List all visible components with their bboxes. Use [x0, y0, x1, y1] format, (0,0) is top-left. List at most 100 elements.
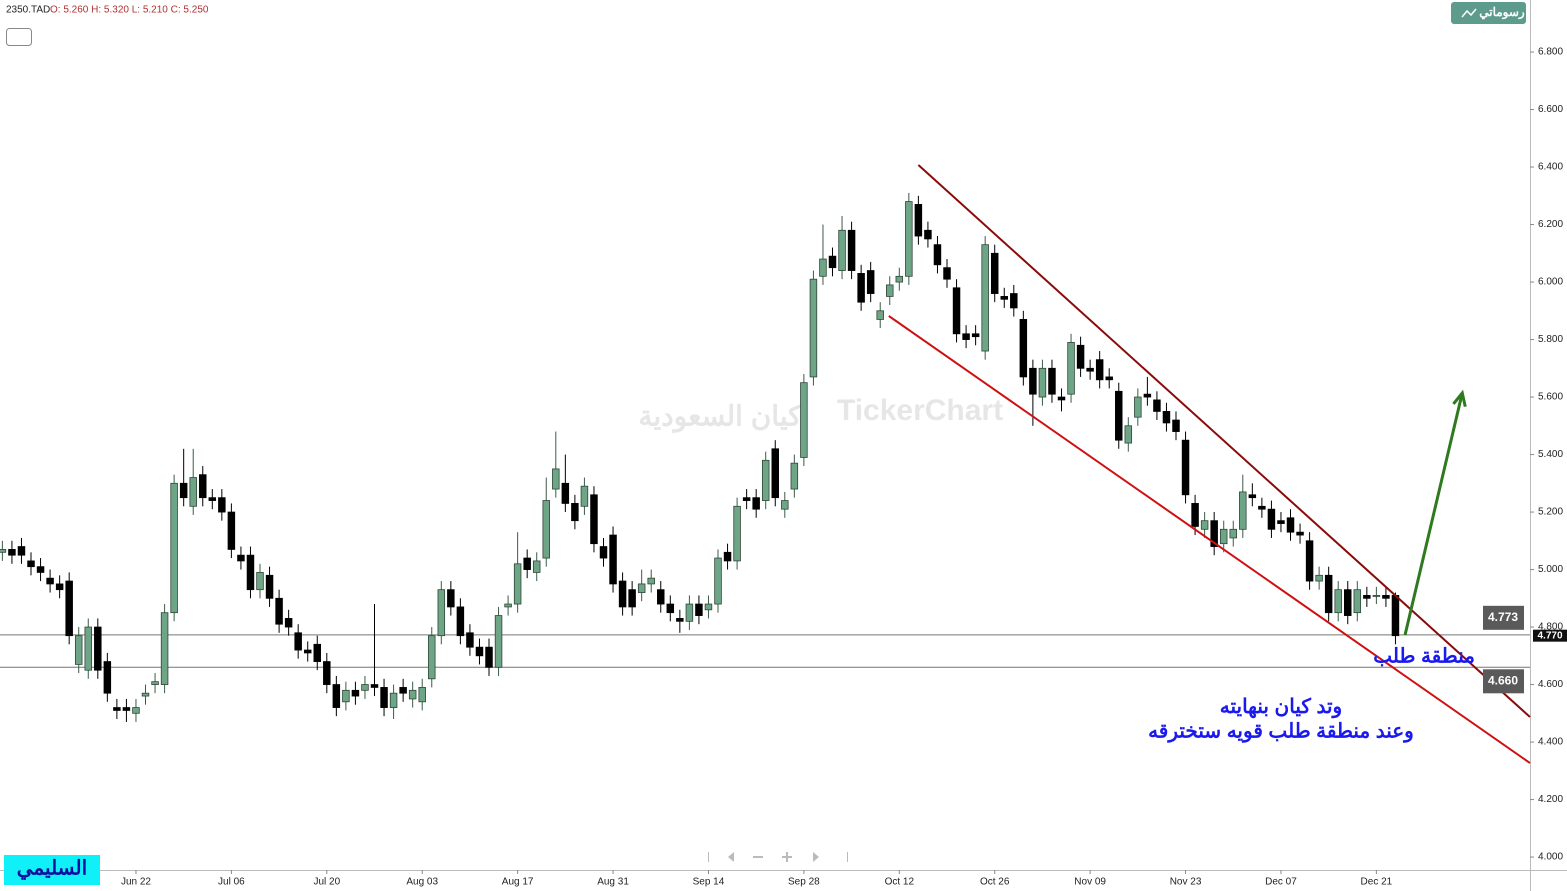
candle-body	[1267, 508, 1276, 530]
candle-body	[599, 546, 608, 559]
y-tick-label: 4.000	[1538, 852, 1563, 863]
y-tick-label: 5.200	[1538, 507, 1563, 518]
candle-body	[513, 563, 522, 605]
candle-body	[275, 597, 283, 625]
candle-body	[857, 273, 865, 303]
level-tag-label: 4.773	[1488, 610, 1518, 624]
candle-body	[284, 618, 293, 628]
x-tick-label: Jul 06	[218, 877, 245, 888]
candle-body	[609, 534, 617, 585]
candle-body	[8, 549, 16, 556]
candle-body	[657, 589, 665, 605]
candle-body	[532, 560, 541, 573]
candle-body	[809, 278, 818, 378]
y-tick-label: 6.600	[1538, 104, 1563, 115]
watermark: TickerChart كيان السعودية	[638, 394, 1003, 433]
nav-forward[interactable]	[813, 852, 819, 862]
candle-body	[1210, 520, 1218, 547]
x-tick-label: Aug 17	[502, 877, 534, 888]
candle-body	[313, 643, 321, 662]
candle-body	[952, 287, 961, 335]
nav-end[interactable]	[847, 852, 848, 862]
nav-zoom-in[interactable]	[782, 852, 792, 862]
candle-body	[485, 646, 493, 668]
y-tick-label: 5.000	[1538, 564, 1563, 575]
y-tick-label: 5.600	[1538, 392, 1563, 403]
candle-body	[1363, 595, 1371, 599]
candle-body	[733, 505, 741, 562]
ohlc-legend: O: 5.260 H: 5.320 L: 5.210 C: 5.250	[50, 5, 209, 16]
candle-body	[389, 692, 398, 708]
drawings-button-label[interactable]: رسوماتي	[1479, 5, 1525, 20]
candle-body	[1019, 319, 1028, 378]
x-tick-label: Dec 21	[1361, 877, 1393, 888]
candle-body	[380, 687, 388, 708]
candle-body	[943, 267, 951, 280]
candle-body	[1353, 589, 1362, 614]
candle-body	[55, 583, 64, 591]
x-tick-label: Sep 14	[693, 877, 725, 888]
candle-body	[265, 574, 274, 599]
candle-body	[886, 284, 894, 297]
candle-body	[1344, 589, 1352, 616]
candle-body	[27, 560, 35, 568]
y-tick-label: 6.800	[1538, 47, 1563, 58]
candle-body	[208, 497, 217, 501]
candle-body	[1086, 367, 1094, 372]
candle-body	[179, 482, 188, 499]
candle-body	[84, 626, 92, 671]
x-tick-label: Aug 03	[406, 877, 438, 888]
candle-body	[189, 477, 197, 507]
candle-body	[847, 229, 856, 271]
candle-body	[990, 252, 999, 294]
y-tick-label: 6.400	[1538, 162, 1563, 173]
candle-body	[1391, 595, 1400, 637]
nav-start[interactable]	[708, 852, 709, 862]
candle-body	[876, 310, 884, 320]
candle-body	[1372, 595, 1381, 597]
arrow-line	[1403, 392, 1464, 636]
x-tick-label: Jun 22	[121, 877, 151, 888]
level-tag	[1483, 669, 1524, 694]
candle-body	[933, 244, 942, 266]
annotation: وعند منطقة طلب قويه ستخترقه	[1148, 720, 1414, 743]
candle-body	[1162, 411, 1171, 424]
candle-body	[1038, 367, 1047, 398]
candle-body	[342, 689, 350, 703]
y-tick-label: 4.600	[1538, 679, 1563, 690]
candle-body	[494, 615, 503, 668]
x-tick-label: Jul 20	[313, 877, 340, 888]
candle-body	[294, 632, 302, 651]
toggle-button[interactable]	[6, 28, 32, 46]
nav-back[interactable]	[728, 852, 734, 862]
candle-body	[676, 618, 684, 622]
candle-body	[1057, 396, 1066, 401]
candle-body	[132, 707, 140, 714]
candle-body	[800, 382, 808, 458]
candle-body	[151, 681, 159, 685]
candle-body	[170, 482, 178, 614]
candle-body	[1000, 296, 1008, 300]
watermark-text: TickerChart	[837, 394, 1003, 427]
drawings-button[interactable]	[1451, 2, 1526, 24]
candle-body	[199, 474, 207, 499]
y-tick-label: 6.200	[1538, 219, 1563, 230]
candle-body	[237, 554, 245, 562]
candle-body	[838, 229, 846, 271]
nav-controls	[708, 852, 848, 862]
candle-body	[561, 482, 570, 504]
candle-body	[1229, 528, 1237, 539]
candle-body	[447, 589, 455, 608]
arrow-head	[1452, 389, 1467, 408]
nav-zoom-out[interactable]	[753, 856, 763, 858]
symbol: 2350.TAD	[6, 5, 50, 16]
candle-body	[103, 661, 112, 694]
candle-body	[618, 580, 627, 608]
candle-body	[771, 448, 779, 499]
candle-body	[1124, 425, 1133, 444]
y-tick-label: 4.400	[1538, 737, 1563, 748]
candle-body	[227, 511, 236, 550]
candle-body	[1029, 367, 1037, 395]
